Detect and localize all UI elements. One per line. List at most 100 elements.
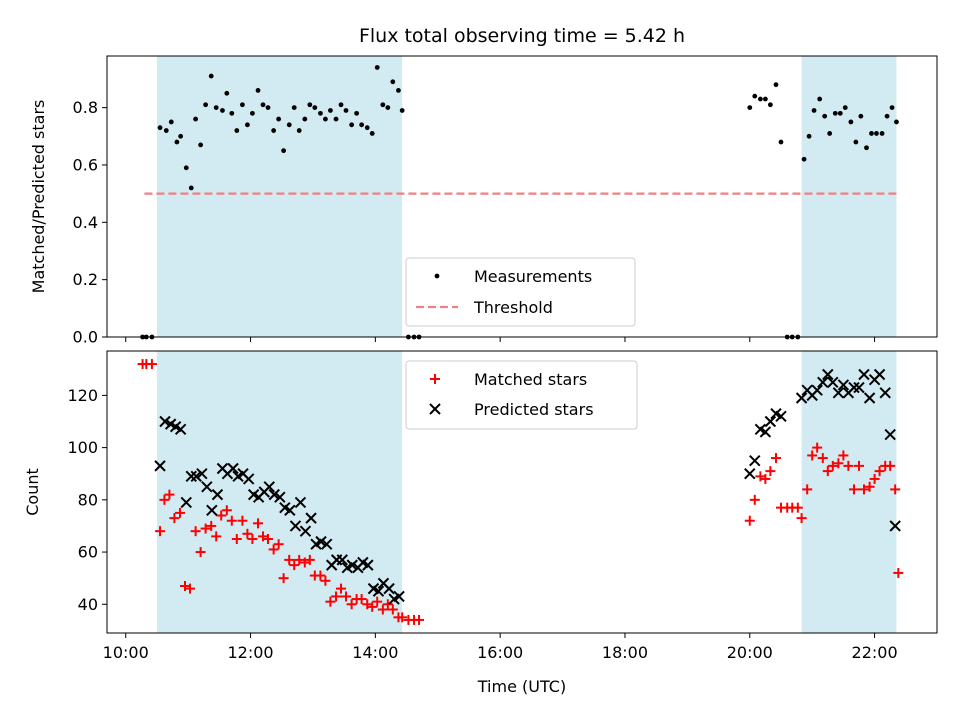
measurement-point [864,145,869,151]
top-legend-box [405,257,636,327]
measurement-point [858,113,864,119]
predicted-star-point [159,415,171,428]
matched-star-point [247,534,258,544]
matched-star-point [211,531,222,542]
y-tick-label: 0.2 [73,270,98,289]
matched-star-point [159,494,170,505]
matched-star-point [367,601,378,612]
measurement-point [869,131,874,136]
matched-star-point [284,554,295,565]
predicted-star-point [759,426,772,438]
x-tick-label: 20:00 [727,643,773,662]
y-tick-label: 60 [78,543,98,562]
measurement-point [399,108,405,113]
measurement-point [307,102,313,108]
measurement-point [174,139,180,145]
matched-star-point [372,596,383,607]
legend-predicted-marker [429,403,441,415]
matched-star-point [164,489,175,500]
matched-star-point [890,484,901,495]
x-tick-label: 12:00 [227,643,273,662]
legend-matched-label: Matched stars [474,370,587,389]
matched-star-point [237,515,248,526]
matched-star-point [294,554,305,565]
matched-star-point [253,518,264,529]
matched-star-point [278,573,289,584]
predicted-star-point [837,379,850,391]
shaded-interval-1 [156,56,403,337]
predicted-star-point [180,496,192,509]
predicted-star-point [863,392,876,404]
matched-star-point [822,466,833,477]
predicted-star-point [832,387,845,399]
measurement-point [343,108,349,113]
predicted-star-point [775,410,787,422]
predicted-star-point [284,504,296,516]
predicted-star-point [764,415,777,428]
measurement-point [385,105,391,111]
bottom-panel: 40 60 80 100 120 10:00 12:00 14:00 16:00 18:00 20… [23,350,938,696]
measurement-point [163,128,169,133]
measurement-point [229,110,235,116]
bottom-y-axis: 40 60 80 100 120 [67,386,107,614]
matched-star-point [807,450,818,461]
measurement-point [884,113,890,119]
measurement-point [296,128,302,133]
measurement-point [224,90,230,96]
measurement-point [390,79,396,85]
measurement-point [265,105,271,111]
y-tick-label: 0.8 [73,98,98,117]
matched-star-point [341,591,352,602]
predicted-star-point [336,554,348,566]
measurement-point [874,131,879,136]
predicted-star-point [305,512,317,524]
matched-star-point [849,484,859,495]
predicted-star-point [268,488,280,501]
predicted-star-point [744,468,756,480]
measurement-point [806,133,812,139]
matched-star-point [749,494,760,505]
measurement-point [203,102,209,108]
count-points [137,359,904,625]
measurement-point [778,139,784,145]
measurement-point [318,110,323,116]
measurement-point [359,122,365,128]
measurement-point [168,119,174,125]
matched-star-point [853,460,864,471]
predicted-star-point [884,428,896,441]
measurement-point [220,108,225,113]
predicted-star-point [383,582,395,595]
predicted-star-point [201,481,213,493]
matched-star-point [796,513,807,524]
bottom-axes-frame [106,350,938,634]
x-tick-label: 22:00 [852,643,898,662]
measurement-point [245,122,250,128]
measurement-point [240,102,245,108]
predicted-star-point [299,525,312,537]
measurement-point [333,116,339,122]
matched-star-point [382,599,393,610]
predicted-star-point [853,381,865,394]
matched-star-point [858,484,869,495]
measurement-point [276,116,282,122]
matched-star-point [289,560,300,571]
measurement-point [183,165,189,171]
measurement-point [208,73,214,79]
y-tick-label: 0.0 [73,328,98,347]
measurement-point [853,139,859,145]
measurements-points [140,65,899,340]
predicted-star-point [320,538,333,550]
measurement-point [354,110,360,116]
measurement-point [374,65,380,70]
measurement-point [364,125,370,131]
legend-measurements-marker [434,273,440,279]
matched-star-point [414,614,425,625]
measurement-point [302,116,308,122]
matched-star-point [185,583,195,594]
measurement-point [822,113,828,119]
predicted-star-point [315,535,327,548]
predicted-star-point [811,384,823,396]
matched-star-point [216,510,227,521]
matched-star-point [336,583,347,594]
top-axes-frame [106,55,938,338]
